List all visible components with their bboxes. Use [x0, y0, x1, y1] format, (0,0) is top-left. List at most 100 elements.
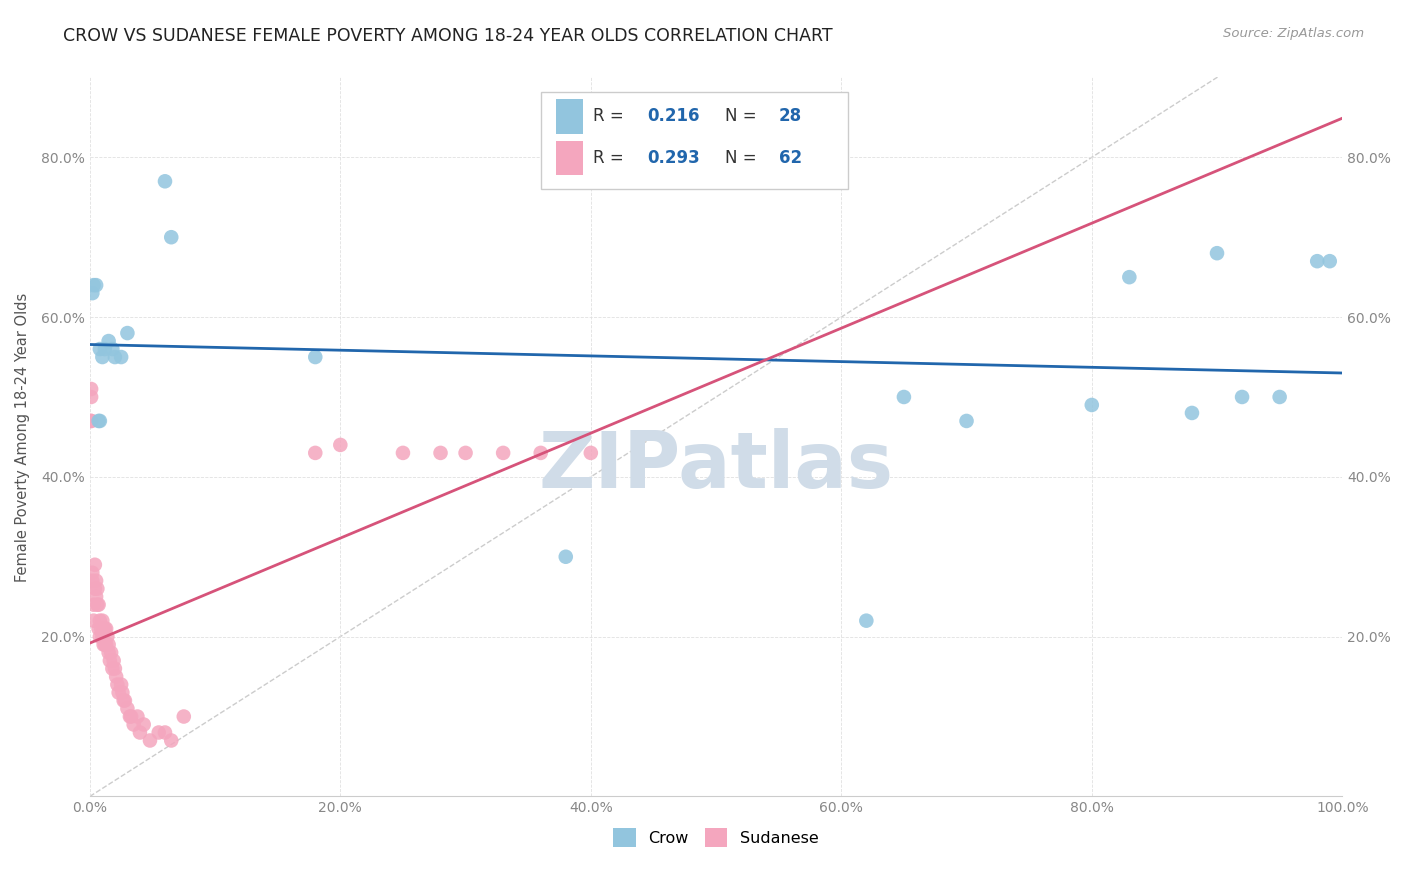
Point	[83, 598, 105, 612]
Point	[129, 725, 152, 739]
Point	[84, 574, 107, 588]
Point	[80, 382, 103, 396]
Point	[93, 622, 115, 636]
Point	[87, 622, 110, 636]
Point	[117, 326, 139, 340]
Point	[91, 350, 114, 364]
Point	[554, 549, 576, 564]
Point	[1319, 254, 1341, 268]
Text: Source: ZipAtlas.com: Source: ZipAtlas.com	[1223, 27, 1364, 40]
Text: 0.216: 0.216	[647, 107, 700, 125]
Point	[91, 614, 114, 628]
Point	[97, 646, 120, 660]
Point	[105, 670, 128, 684]
Text: CROW VS SUDANESE FEMALE POVERTY AMONG 18-24 YEAR OLDS CORRELATION CHART: CROW VS SUDANESE FEMALE POVERTY AMONG 18…	[63, 27, 832, 45]
Point	[392, 446, 415, 460]
Point	[86, 598, 108, 612]
Text: 0.293: 0.293	[647, 149, 700, 167]
Point	[112, 693, 135, 707]
Point	[89, 342, 111, 356]
Point	[855, 614, 877, 628]
Point	[114, 693, 136, 707]
Point	[173, 709, 195, 723]
Point	[101, 662, 124, 676]
Point	[148, 725, 170, 739]
Point	[955, 414, 977, 428]
Point	[429, 446, 451, 460]
Point	[94, 342, 117, 356]
Point	[80, 414, 103, 428]
Point	[101, 342, 124, 356]
Text: 62: 62	[779, 149, 801, 167]
Point	[87, 598, 110, 612]
Point	[96, 630, 118, 644]
Point	[94, 622, 117, 636]
Bar	[555, 141, 583, 175]
Point	[83, 278, 105, 293]
Text: N =: N =	[725, 107, 762, 125]
Point	[454, 446, 477, 460]
Point	[893, 390, 915, 404]
Point	[89, 414, 111, 428]
Point	[84, 278, 107, 293]
Point	[90, 622, 112, 636]
Point	[160, 230, 183, 244]
Point	[100, 646, 122, 660]
Text: 28: 28	[779, 107, 801, 125]
Point	[110, 350, 132, 364]
Point	[104, 350, 127, 364]
Text: ZIPatlas: ZIPatlas	[538, 427, 894, 504]
Point	[97, 638, 120, 652]
Point	[160, 733, 183, 747]
Point	[1230, 390, 1253, 404]
Legend: Crow, Sudanese: Crow, Sudanese	[607, 822, 825, 853]
Point	[86, 582, 108, 596]
Y-axis label: Female Poverty Among 18-24 Year Olds: Female Poverty Among 18-24 Year Olds	[15, 293, 30, 582]
Point	[87, 414, 110, 428]
Point	[94, 638, 117, 652]
Point	[98, 654, 121, 668]
Point	[93, 638, 115, 652]
Point	[82, 286, 104, 301]
Point	[492, 446, 515, 460]
Point	[1118, 270, 1140, 285]
Point	[94, 622, 117, 636]
Point	[104, 662, 127, 676]
Point	[111, 685, 134, 699]
Point	[139, 733, 162, 747]
Point	[117, 701, 139, 715]
Point	[105, 677, 128, 691]
Point	[84, 590, 107, 604]
Point	[83, 582, 105, 596]
Point	[329, 438, 352, 452]
Point	[132, 717, 155, 731]
Point	[82, 566, 104, 580]
Point	[110, 677, 132, 691]
Point	[153, 174, 176, 188]
Point	[530, 446, 553, 460]
Point	[103, 654, 125, 668]
Point	[80, 414, 103, 428]
Point	[80, 390, 103, 404]
Text: R =: R =	[593, 107, 630, 125]
Point	[89, 630, 111, 644]
Point	[304, 350, 326, 364]
Text: N =: N =	[725, 149, 762, 167]
Point	[83, 614, 105, 628]
Bar	[555, 99, 583, 134]
Point	[1081, 398, 1104, 412]
Point	[91, 630, 114, 644]
Point	[579, 446, 602, 460]
Point	[304, 446, 326, 460]
Bar	[541, 92, 848, 189]
Point	[107, 685, 129, 699]
Point	[120, 709, 142, 723]
Point	[1306, 254, 1329, 268]
Point	[1181, 406, 1204, 420]
Point	[82, 574, 104, 588]
Point	[118, 709, 141, 723]
Point	[89, 614, 111, 628]
Point	[122, 717, 145, 731]
Point	[1268, 390, 1291, 404]
Point	[1206, 246, 1229, 260]
